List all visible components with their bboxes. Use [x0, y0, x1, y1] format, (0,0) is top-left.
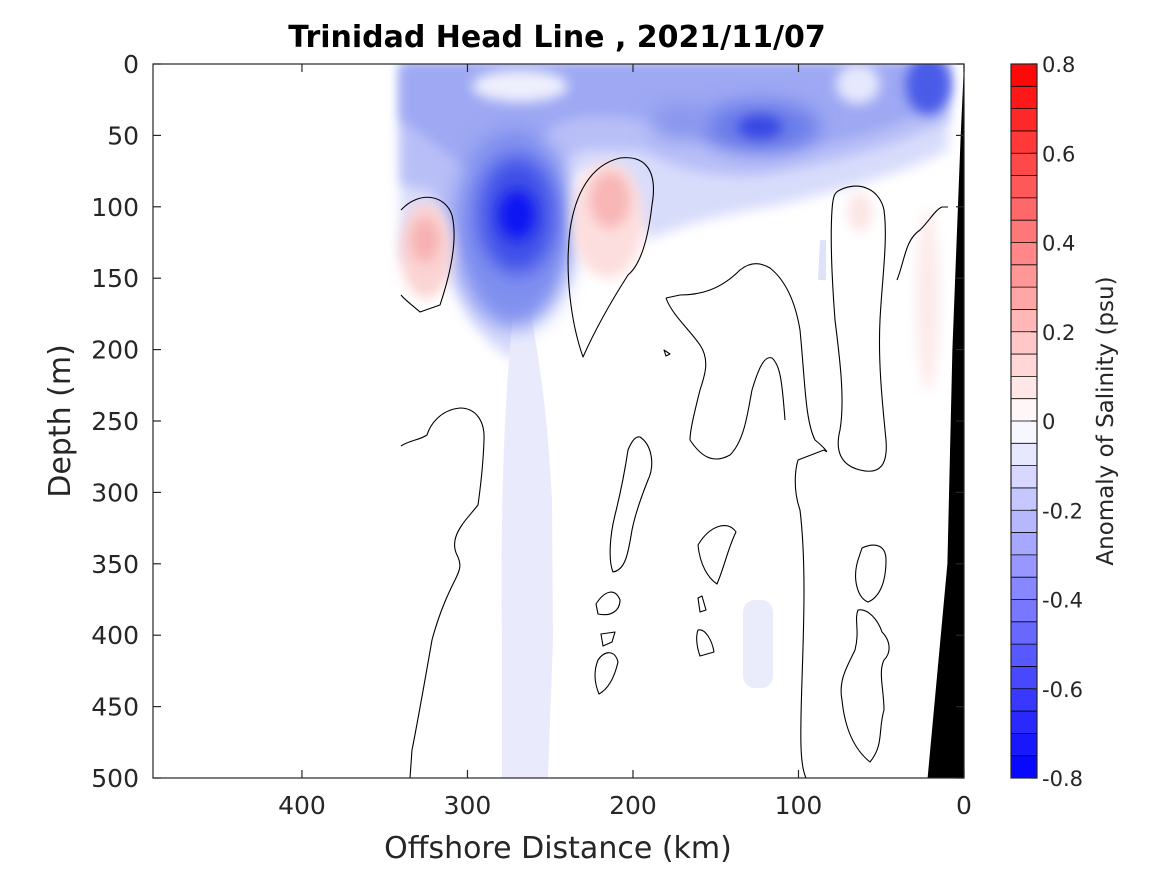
zero-contour-patch-1 [609, 436, 653, 573]
deep-fresh-patch [743, 600, 773, 688]
seafloor-mask [927, 64, 964, 778]
x-tick-label: 200 [609, 791, 657, 820]
y-tick-label: 50 [107, 121, 139, 150]
x-tick-label: 0 [956, 791, 972, 820]
y-tick-label: 100 [91, 193, 139, 222]
colorbar-segment [1011, 487, 1037, 511]
small-fresh-patch [818, 240, 826, 280]
colorbar-tick-label: -0.4 [1042, 589, 1083, 613]
salty-lens-1-inner [411, 218, 439, 262]
x-tick-label: 300 [444, 791, 492, 820]
zero-contour-central [665, 263, 828, 778]
zero-contour-lens-2 [567, 157, 654, 358]
colorbar-segment [1011, 197, 1037, 221]
colorbar-segment [1011, 398, 1037, 422]
salty-lens-4 [916, 210, 940, 390]
y-axis-label: Depth (m) [43, 344, 78, 498]
anomaly-field [400, 64, 950, 778]
y-tick-label: 0 [123, 50, 139, 79]
y-tick-label: 300 [91, 478, 139, 507]
y-tick-label: 450 [91, 693, 139, 722]
zero-contour-patch-4 [600, 631, 616, 647]
zero-contour-lens-1 [400, 196, 455, 313]
colorbar-segment [1011, 153, 1037, 176]
colorbar-tick-label: 0.8 [1042, 53, 1075, 77]
salty-lens-3 [848, 192, 872, 232]
zero-contour-coastal [896, 206, 948, 281]
colorbar: 0.8 0.6 0.4 0.2 0 -0.2 -0.4 -0.6 -0.8 [1010, 53, 1083, 791]
colorbar-segment [1011, 666, 1037, 690]
y-axis: 0 50 100 150 200 250 300 350 400 450 500 [91, 50, 964, 793]
colorbar-segment [1011, 599, 1037, 623]
colorbar-segment [1011, 510, 1037, 533]
chart-title: Trinidad Head Line , 2021/11/07 [288, 20, 825, 55]
y-tick-label: 350 [91, 550, 139, 579]
colorbar-segment [1011, 242, 1037, 266]
zero-contour-patch-2 [697, 525, 737, 585]
y-tick-label: 200 [91, 336, 139, 365]
colorbar-segment [1011, 465, 1037, 489]
zero-contour-east [830, 185, 887, 472]
x-axis: 400 300 200 100 0 [278, 64, 972, 820]
colorbar-segment [1011, 108, 1037, 132]
zero-contour-patch-6 [697, 595, 707, 613]
colorbar-tick-label: 0 [1042, 410, 1055, 434]
colorbar-tick-label: 0.6 [1042, 142, 1075, 166]
zero-contour-patch-3 [595, 591, 621, 616]
colorbar-segment [1011, 287, 1037, 310]
colorbar-segment [1011, 554, 1037, 578]
colorbar-segment [1011, 711, 1037, 734]
y-tick-label: 150 [91, 264, 139, 293]
colorbar-segment [1011, 220, 1037, 243]
colorbar-tick-label: -0.6 [1042, 678, 1083, 702]
zero-contour-west [400, 407, 485, 778]
colorbar-tick-label: -0.8 [1042, 767, 1083, 791]
colorbar-segment [1011, 376, 1037, 400]
y-tick-label: 500 [91, 764, 139, 793]
colorbar-label: Anomaly of Salinity (psu) [1093, 276, 1119, 565]
colorbar-segment [1011, 577, 1037, 600]
x-tick-label: 400 [278, 791, 326, 820]
zero-contours [400, 157, 948, 778]
colorbar-segment [1011, 532, 1037, 556]
fresh-core-inner [499, 191, 535, 239]
colorbar-segment [1011, 755, 1037, 779]
x-axis-label: Offshore Distance (km) [384, 831, 732, 866]
colorbar-tick-label: 0.4 [1042, 232, 1075, 256]
fresh-core-2-inner [738, 115, 782, 139]
light-patch-2 [836, 64, 880, 104]
colorbar-segment [1011, 130, 1037, 154]
colorbar-tick-label: 0.2 [1042, 321, 1075, 345]
colorbar-segment [1011, 688, 1037, 712]
zero-contour-central-loop [665, 297, 786, 460]
zero-contour-patch-9 [840, 609, 890, 763]
colorbar-segment [1011, 264, 1037, 288]
colorbar-segment [1011, 421, 1037, 444]
colorbar-segment [1011, 175, 1037, 199]
zero-contour-speck [663, 349, 671, 357]
salty-lens-2-inner [590, 172, 630, 228]
y-tick-label: 250 [91, 407, 139, 436]
colorbar-segment [1011, 443, 1037, 467]
colorbar-segment [1011, 331, 1037, 355]
fresh-core-3 [906, 64, 950, 115]
deep-fresh-column [501, 300, 553, 778]
colorbar-segment [1011, 733, 1037, 757]
colorbar-segment [1011, 621, 1037, 645]
y-tick-label: 400 [91, 621, 139, 650]
fresh-patch-150km [650, 104, 710, 140]
colorbar-segment [1011, 86, 1037, 110]
zero-contour-patch-8 [855, 544, 887, 603]
zero-contour-patch-5 [594, 652, 619, 695]
colorbar-tick-label: -0.2 [1042, 499, 1083, 523]
colorbar-segment [1011, 64, 1037, 87]
colorbar-segment [1011, 309, 1037, 333]
colorbar-segment [1011, 644, 1037, 667]
zero-contour-patch-7 [696, 629, 715, 657]
light-patch-1 [472, 70, 568, 102]
colorbar-segment [1011, 354, 1037, 377]
x-tick-label: 100 [775, 791, 823, 820]
